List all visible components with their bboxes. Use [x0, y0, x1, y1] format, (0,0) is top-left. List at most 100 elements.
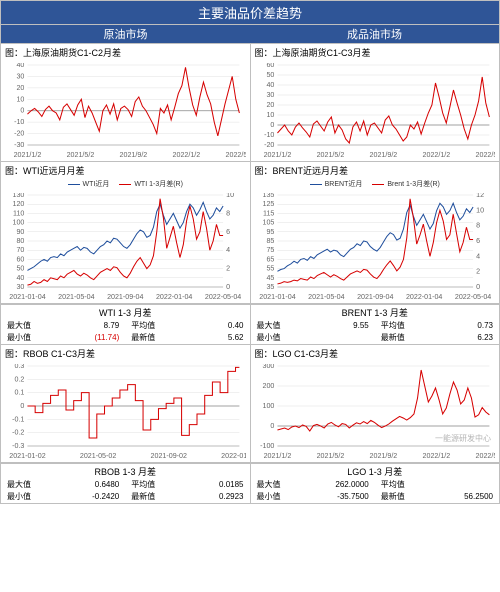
svg-text:4: 4: [226, 247, 230, 254]
stat-label: 最大值: [1, 320, 63, 332]
svg-text:-20: -20: [264, 142, 274, 149]
stat-label: 最新值: [125, 332, 187, 344]
svg-text:10: 10: [16, 96, 24, 103]
legend-label: WTI 1-3月差(R): [134, 181, 183, 188]
svg-text:-0.2: -0.2: [12, 430, 24, 437]
svg-text:100: 100: [262, 403, 274, 410]
svg-text:2021/1/2: 2021/1/2: [14, 152, 42, 159]
svg-text:2021-01-02: 2021-01-02: [9, 453, 45, 460]
svg-text:0: 0: [270, 423, 274, 430]
stats-header: RBOB 1-3 月差: [1, 463, 250, 479]
svg-text:2021/9/2: 2021/9/2: [369, 453, 397, 460]
svg-text:2022/5/2: 2022/5/2: [475, 152, 495, 159]
stat-value: 0.6480: [63, 479, 125, 491]
stat-value: 0.2923: [187, 491, 249, 503]
panel-c6: 图：LGO C1-C3月差 -10001002003002021/1/22021…: [250, 345, 500, 462]
svg-text:10: 10: [476, 207, 484, 214]
svg-text:-10: -10: [14, 119, 24, 126]
stat-label: 平均值: [375, 479, 437, 491]
chart-title-c2: 图：上海原油期货C1-C3月差: [251, 44, 500, 61]
svg-text:2021/5/2: 2021/5/2: [316, 152, 344, 159]
stat-label: 最小值: [251, 332, 313, 344]
svg-text:2022-01-04: 2022-01-04: [156, 294, 192, 301]
svg-text:40: 40: [266, 82, 274, 89]
svg-text:2: 2: [226, 266, 230, 273]
svg-text:2022/1/2: 2022/1/2: [173, 152, 201, 159]
legend-label: Brent 1-3月差(R): [387, 181, 440, 188]
svg-text:2021/9/2: 2021/9/2: [369, 152, 397, 159]
svg-text:-10: -10: [264, 132, 274, 139]
stat-value: 6.23: [437, 332, 499, 344]
svg-text:10: 10: [226, 193, 234, 199]
stat-label: 最小值: [1, 491, 63, 503]
stat-value: -35.7500: [313, 491, 375, 503]
svg-text:2022/1/2: 2022/1/2: [422, 152, 450, 159]
svg-text:0: 0: [20, 403, 24, 410]
row-1: 图：上海原油期货C1-C2月差 -30 -20 -10 0 10 20 30 40 2021/1…: [1, 43, 499, 161]
svg-text:20: 20: [266, 102, 274, 109]
svg-text:2021-05-04: 2021-05-04: [308, 294, 344, 301]
stat-value: [437, 479, 499, 491]
svg-text:12: 12: [476, 193, 484, 199]
svg-text:30: 30: [16, 284, 24, 291]
svg-text:35: 35: [266, 284, 274, 291]
section-left: 原油市场: [1, 24, 250, 43]
stat-label: 平均值: [125, 320, 187, 332]
panel-c5: 图：RBOB C1-C3月差 -0.3-0.2-0.100.10.20.3202…: [1, 345, 250, 462]
svg-text:2021-05-04: 2021-05-04: [58, 294, 94, 301]
stat-value: 5.62: [187, 332, 249, 344]
svg-text:0.2: 0.2: [15, 376, 25, 383]
stat-value: 8.79: [63, 320, 125, 332]
stat-label: 最大值: [1, 479, 63, 491]
stats-table: 最大值8.79平均值0.40最小值(11.74)最新值5.62: [1, 320, 250, 344]
svg-text:100: 100: [13, 220, 25, 227]
panel-c1: 图：上海原油期货C1-C2月差 -30-20-100102030402021/1…: [1, 44, 250, 161]
chart-title-c1: 图：上海原油期货C1-C2月差: [1, 44, 250, 61]
svg-text:2022/1/2: 2022/1/2: [422, 453, 450, 460]
svg-text:2022-05-04: 2022-05-04: [454, 294, 490, 301]
svg-text:6: 6: [476, 238, 480, 245]
svg-text:-20: -20: [14, 131, 24, 138]
svg-text:0: 0: [476, 284, 480, 291]
svg-text:60: 60: [16, 256, 24, 263]
svg-text:0: 0: [226, 284, 230, 291]
svg-text:2022-05-04: 2022-05-04: [205, 294, 241, 301]
stat-value: (11.74): [63, 332, 125, 344]
svg-text:-100: -100: [260, 443, 274, 450]
chart-title-c4: 图：BRENT近远月月差: [251, 162, 500, 179]
svg-text:8: 8: [226, 210, 230, 217]
svg-text:2021-09-02: 2021-09-02: [151, 453, 187, 460]
stat-label: 最小值: [1, 332, 63, 344]
svg-text:70: 70: [16, 247, 24, 254]
svg-text:200: 200: [262, 383, 274, 390]
svg-text:75: 75: [266, 247, 274, 254]
svg-text:0: 0: [20, 108, 24, 115]
svg-text:-0.3: -0.3: [12, 443, 24, 450]
stat-label: 最新值: [125, 491, 187, 503]
stats-c3: WTI 1-3 月差最大值8.79平均值0.40最小值(11.74)最新值5.6…: [1, 304, 250, 344]
svg-text:2021/9/2: 2021/9/2: [120, 152, 148, 159]
stat-label: 最新值: [375, 332, 437, 344]
svg-text:30: 30: [266, 92, 274, 99]
chart-title-c6: 图：LGO C1-C3月差: [251, 345, 500, 362]
svg-text:55: 55: [266, 266, 274, 273]
svg-text:65: 65: [266, 256, 274, 263]
chart-c2: -20-1001020304050602021/1/22021/5/22021/…: [251, 61, 500, 161]
svg-text:130: 130: [13, 193, 25, 199]
section-row: 原油市场 成品油市场: [1, 24, 499, 43]
chart-c3: 3040506070809010011012013002468102021-01…: [1, 191, 250, 303]
stats-c5: RBOB 1-3 月差最大值0.6480平均值0.0185最小值-0.2420最…: [1, 463, 250, 503]
svg-text:0.1: 0.1: [15, 390, 25, 397]
svg-text:4: 4: [476, 253, 480, 260]
svg-text:-30: -30: [14, 142, 24, 149]
svg-text:45: 45: [266, 275, 274, 282]
legend-c3: WTI近月 WTI 1-3月差(R): [1, 179, 250, 191]
legend-label: BRENT近月: [325, 181, 363, 188]
stat-value: 9.55: [313, 320, 375, 332]
dashboard: 主要油品价差趋势 原油市场 成品油市场 图：上海原油期货C1-C2月差 -30-…: [0, 0, 500, 504]
chart-c1: -30-20-100102030402021/1/22021/5/22021/9…: [1, 61, 250, 161]
stats-row-1: WTI 1-3 月差最大值8.79平均值0.40最小值(11.74)最新值5.6…: [1, 303, 499, 344]
svg-text:2022/5/2: 2022/5/2: [226, 152, 246, 159]
stats-header: LGO 1-3 月差: [251, 463, 500, 479]
svg-text:120: 120: [13, 201, 25, 208]
